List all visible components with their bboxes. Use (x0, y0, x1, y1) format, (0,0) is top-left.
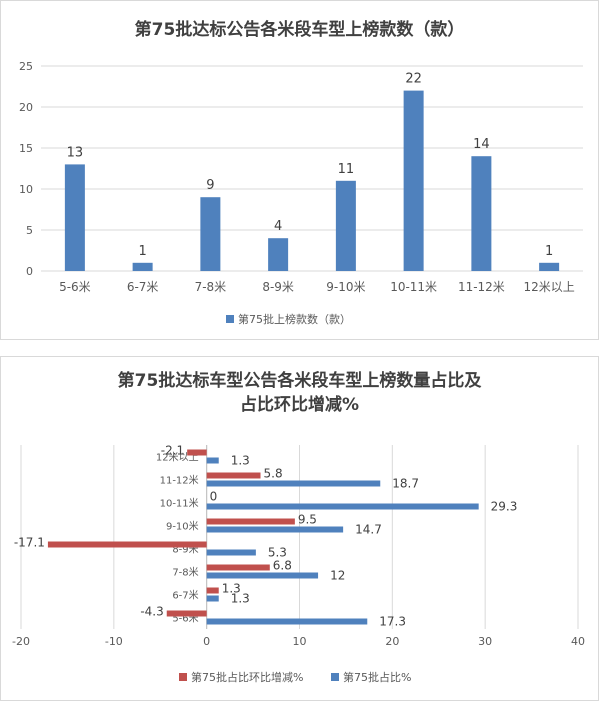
bar-share (206, 503, 479, 510)
bar-change (166, 610, 207, 617)
data-label: 4 (274, 219, 282, 234)
data-label: -2.1 (161, 444, 184, 458)
y-tick-label: 0 (26, 265, 33, 278)
x-tick-label: 12米以上 (523, 280, 574, 294)
x-tick-label: 8-9米 (262, 280, 294, 294)
bar (268, 238, 289, 271)
y-tick-label: 10 (19, 183, 33, 196)
x-tick-label: 30 (478, 635, 492, 648)
legend-label: 第75批上榜款数（款） (238, 312, 351, 326)
bar-share (206, 618, 368, 625)
bar-change (187, 449, 207, 456)
bar (200, 197, 221, 271)
x-tick-label: 5-6米 (59, 280, 91, 294)
bar (64, 164, 85, 271)
chart-1-svg: 0 5 10 15 20 25 13 5-6米 1 6-7米 9 7-8米 4 8-9米 11 9-10米 22… (19, 60, 583, 326)
x-tick-label: 7-8米 (195, 280, 227, 294)
legend-swatch (331, 673, 339, 681)
data-label: 1.3 (231, 592, 250, 606)
y-tick-label: 7-8米 (172, 566, 198, 579)
data-label: 12 (330, 569, 345, 583)
bar-share (206, 526, 344, 533)
chart-panel-1: 第75批达标公告各米段车型上榜款数（款） 0 5 10 15 20 25 13 5-6米 1 6-… (0, 0, 599, 340)
data-label: 18.7 (392, 477, 419, 491)
data-label: 6.8 (273, 559, 292, 573)
bar (539, 262, 560, 271)
bar-change (206, 564, 270, 571)
y-tick-label: 15 (19, 142, 33, 155)
y-tick-label: 10-11米 (160, 497, 199, 510)
y-tick-label: 20 (19, 101, 33, 114)
x-tick-label: 6-7米 (127, 280, 159, 294)
y-tick-label: 25 (19, 60, 33, 73)
data-label: 9 (206, 178, 214, 193)
chart-2-title-line1: 第75批达标车型公告各米段车型上榜数量占比及 (117, 371, 482, 391)
data-label: 29.3 (491, 500, 518, 514)
x-tick-label: 9-10米 (326, 280, 365, 294)
bar-change (206, 518, 295, 525)
x-tick-label: 11-12米 (458, 280, 505, 294)
y-tick-label: 9-10米 (166, 520, 199, 533)
bar (403, 90, 424, 271)
data-label: 22 (405, 72, 422, 87)
data-label: 14.7 (355, 523, 382, 537)
x-tick-label: 20 (385, 635, 399, 648)
data-label: 1.3 (231, 454, 250, 468)
bar-share (206, 595, 219, 602)
chart-2-title-line2: 占比环比增减% (239, 395, 360, 415)
x-tick-label: 0 (203, 635, 210, 648)
bar-change (206, 472, 261, 479)
y-tick-label: 6-7米 (172, 589, 198, 602)
data-label: -17.1 (14, 536, 45, 550)
data-label: 1 (138, 244, 146, 259)
data-label: 14 (473, 137, 490, 152)
chart-2-svg: -20 -10 0 10 20 30 405-6米-4.317.36-7米1.31.37-8… (12, 444, 585, 685)
legend-swatch (226, 315, 234, 323)
y-tick-label: 5 (26, 224, 33, 237)
data-label: -4.3 (140, 605, 163, 619)
data-label: 13 (67, 145, 84, 160)
bar-share (206, 457, 219, 464)
y-tick-label: 11-12米 (160, 474, 199, 487)
chart-2-title: 第75批达标车型公告各米段车型上榜数量占比及 占比环比增减% (1, 369, 598, 417)
bar-change (47, 541, 207, 548)
data-label: 1.3 (222, 582, 241, 596)
data-label: 17.3 (379, 615, 406, 629)
bar-share (206, 572, 319, 579)
bar-share (206, 480, 381, 487)
data-label: 0 (210, 490, 218, 504)
x-tick-label: 10 (293, 635, 307, 648)
bar-change (206, 587, 219, 594)
legend-label: 第75批占比环比增减% (191, 670, 303, 684)
bar (335, 180, 356, 271)
data-label: 5.3 (268, 546, 287, 560)
data-label: 11 (338, 162, 355, 177)
x-tick-label: -20 (12, 635, 30, 648)
legend-label: 第75批占比% (343, 670, 411, 684)
data-label: 1 (545, 244, 553, 259)
x-tick-label: 40 (571, 635, 585, 648)
data-label: 9.5 (298, 513, 317, 527)
x-tick-label: -10 (105, 635, 123, 648)
bar-share (206, 549, 256, 556)
chart-panel-2: 第75批达标车型公告各米段车型上榜数量占比及 占比环比增减% -20 -10 0 10… (0, 356, 599, 701)
bar (132, 262, 153, 271)
x-tick-label: 10-11米 (390, 280, 437, 294)
data-label: 5.8 (264, 467, 283, 481)
legend-swatch (179, 673, 187, 681)
chart-1-title: 第75批达标公告各米段车型上榜款数（款） (134, 20, 465, 40)
bar (471, 156, 492, 271)
